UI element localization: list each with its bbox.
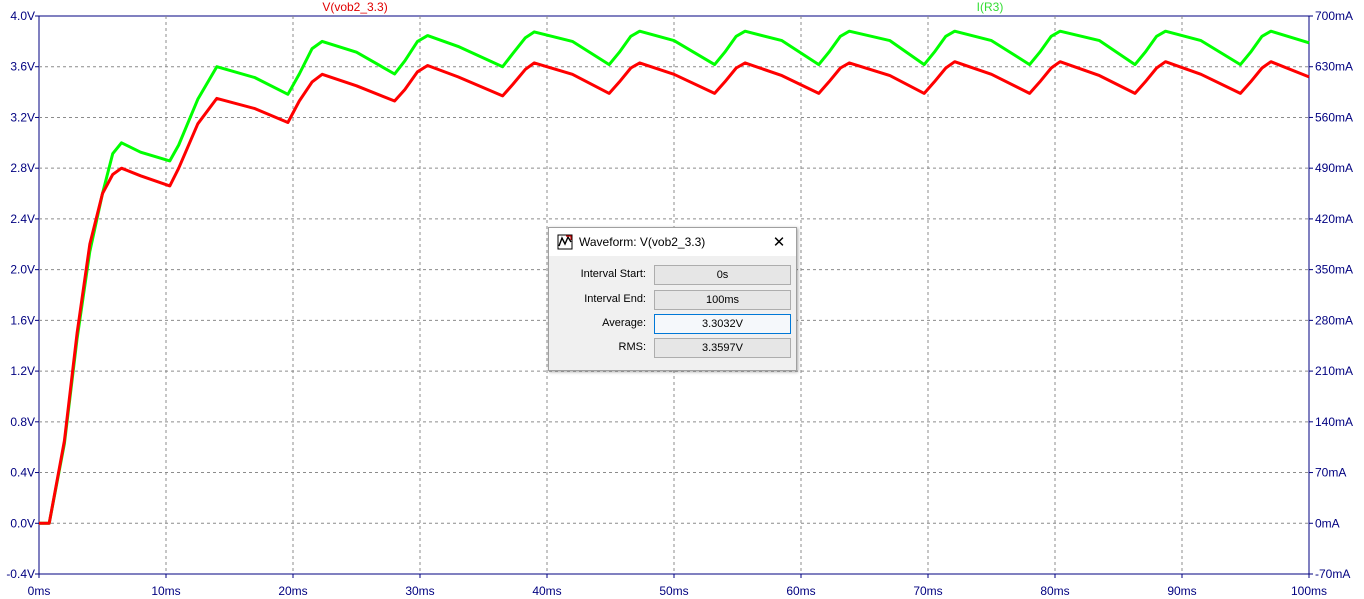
y-right-tick-label: 350mA [1315, 263, 1353, 277]
y-right-tick-label: 490mA [1315, 161, 1353, 175]
x-tick-label: 0ms [28, 584, 51, 598]
y-right-tick-label: 210mA [1315, 364, 1353, 378]
y-right-tick-label: 70mA [1315, 466, 1346, 480]
average-field[interactable]: 3.3032V [654, 314, 791, 334]
x-tick-label: 80ms [1040, 584, 1069, 598]
y-left-tick-label: 3.6V [10, 60, 35, 74]
waveform-dialog[interactable]: Waveform: V(vob2_3.3) ✕ Interval Start: … [548, 227, 797, 371]
y-left-tick-label: 1.2V [10, 364, 35, 378]
y-left-tick-label: 2.4V [10, 212, 35, 226]
y-right-tick-label: 420mA [1315, 212, 1353, 226]
x-tick-label: 70ms [913, 584, 942, 598]
rms-field[interactable]: 3.3597V [654, 338, 791, 358]
interval-start-row: Interval Start: 0s [549, 265, 796, 285]
x-tick-label: 30ms [405, 584, 434, 598]
y-left-tick-label: 1.6V [10, 313, 35, 327]
close-icon[interactable]: ✕ [772, 233, 786, 251]
y-left-tick-label: 4.0V [10, 9, 35, 23]
dialog-title: Waveform: V(vob2_3.3) [579, 235, 706, 249]
interval-end-label: Interval End: [584, 293, 646, 305]
left-axis-labels: 4.0V 3.6V 3.2V 2.8V 2.4V 2.0V 1.6V 1.2V 0.8V 0.4V… [6, 9, 35, 581]
trace-label-ir3[interactable]: I(R3) [977, 0, 1004, 14]
y-right-tick-label: -70mA [1315, 567, 1350, 581]
trace-label-vob2[interactable]: V(vob2_3.3) [322, 0, 387, 14]
y-right-tick-label: 280mA [1315, 313, 1353, 327]
rms-label: RMS: [618, 341, 647, 353]
y-left-tick-label: 2.0V [10, 263, 35, 277]
y-left-tick-label: 3.2V [10, 110, 35, 124]
y-left-tick-label: 2.8V [10, 161, 35, 175]
y-left-tick-label: 0.0V [10, 516, 35, 530]
x-tick-label: 20ms [278, 584, 307, 598]
y-right-tick-label: 0mA [1315, 516, 1340, 530]
average-row: Average: 3.3032V [549, 314, 796, 334]
traces[interactable] [39, 29, 1310, 525]
x-tick-label: 100ms [1291, 584, 1327, 598]
right-axis-labels: 700mA 630mA 560mA 490mA 420mA 350mA 280mA 210mA… [1315, 9, 1353, 581]
dialog-title-bar[interactable]: Waveform: V(vob2_3.3) ✕ [549, 228, 796, 256]
interval-start-label: Interval Start: [580, 268, 646, 280]
y-left-tick-label: 0.4V [10, 466, 35, 480]
x-tick-label: 50ms [659, 584, 688, 598]
x-axis-labels: 0ms 10ms 20ms 30ms 40ms 50ms 60ms 70ms 80ms 90ms 1… [28, 584, 1327, 598]
x-tick-label: 90ms [1167, 584, 1196, 598]
x-tick-label: 40ms [532, 584, 561, 598]
interval-end-field[interactable]: 100ms [654, 290, 791, 310]
trace-i-r3-[interactable] [39, 29, 1310, 525]
interval-end-row: Interval End: 100ms [549, 290, 796, 310]
x-tick-label: 60ms [786, 584, 815, 598]
trace-v-vob2-3-3-[interactable] [39, 60, 1310, 525]
average-label: Average: [602, 317, 646, 329]
y-right-tick-label: 630mA [1315, 60, 1353, 74]
interval-start-field[interactable]: 0s [654, 265, 791, 285]
x-tick-label: 10ms [151, 584, 180, 598]
tick-marks [35, 15, 1313, 578]
ltspice-waveform-icon [557, 234, 573, 250]
y-left-tick-label: 0.8V [10, 415, 35, 429]
y-right-tick-label: 560mA [1315, 110, 1353, 124]
rms-row: RMS: 3.3597V [549, 338, 796, 358]
grid-lines [39, 16, 1309, 574]
y-right-tick-label: 700mA [1315, 9, 1353, 23]
y-left-tick-label: -0.4V [6, 567, 35, 581]
y-right-tick-label: 140mA [1315, 415, 1353, 429]
